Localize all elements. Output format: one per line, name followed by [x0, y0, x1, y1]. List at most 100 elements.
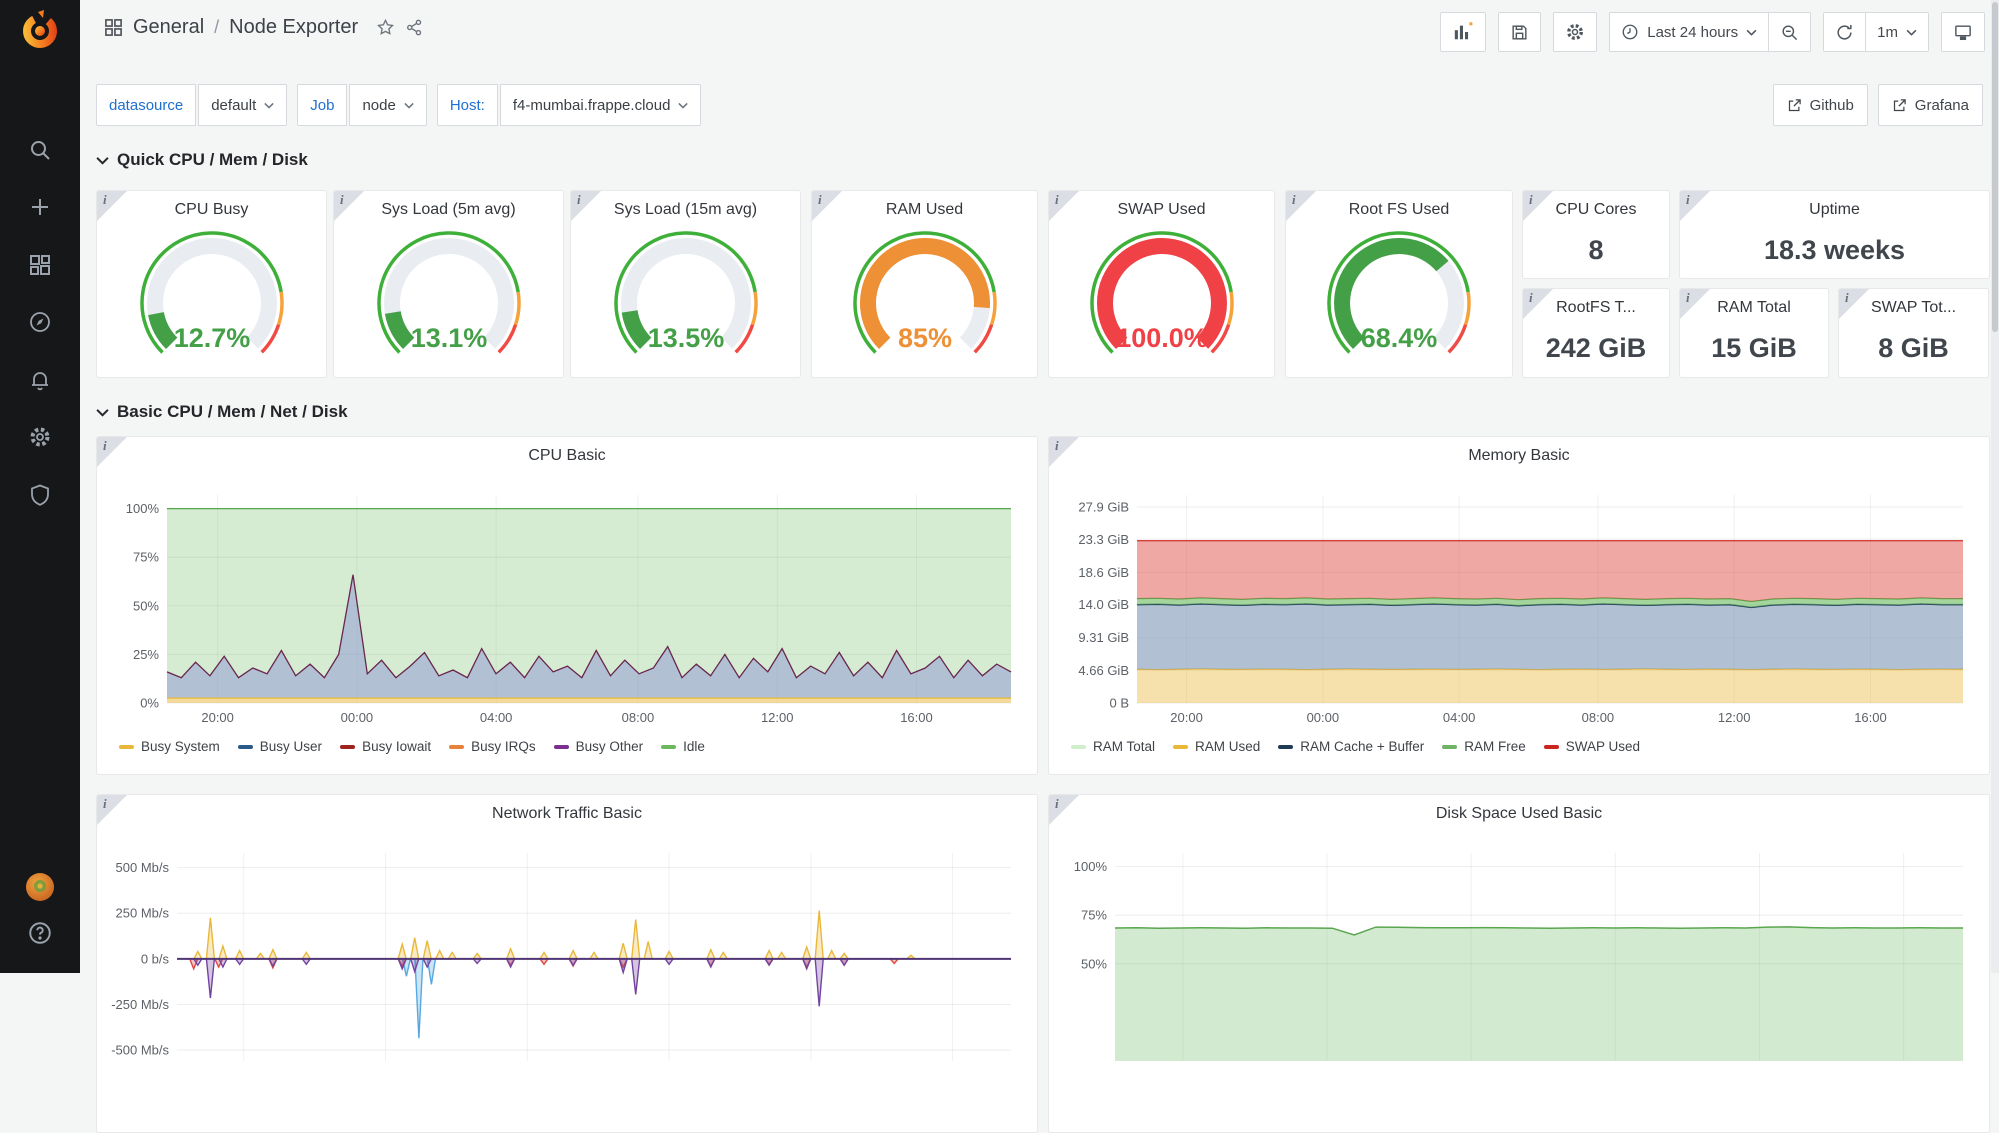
panel-info-icon[interactable]: i	[1839, 289, 1869, 319]
avatar[interactable]	[0, 871, 80, 903]
panel-info-icon[interactable]: i	[97, 795, 127, 825]
dashboard-settings-button[interactable]	[1553, 12, 1597, 52]
panel-info-icon[interactable]: i	[1680, 191, 1710, 221]
svg-text:-500 Mb/s: -500 Mb/s	[111, 1043, 169, 1058]
panel-info-icon[interactable]: i	[1049, 191, 1079, 221]
svg-text:85%: 85%	[897, 323, 951, 353]
legend-item[interactable]: SWAP Used	[1544, 739, 1640, 754]
gauge-box: 13.1%	[334, 223, 563, 377]
gauge[interactable]: 13.5%	[581, 225, 791, 375]
panel-info-icon[interactable]: i	[334, 191, 364, 221]
variable-value-dropdown[interactable]: node	[349, 84, 426, 126]
legend-item[interactable]: Busy Other	[554, 739, 644, 754]
svg-text:100.0%: 100.0%	[1116, 323, 1208, 353]
svg-text:08:00: 08:00	[622, 710, 655, 725]
time-range-picker[interactable]: Last 24 hours	[1609, 12, 1768, 52]
gauge-box: 12.7%	[97, 223, 326, 377]
configuration-icon[interactable]	[0, 415, 80, 459]
panel-title[interactable]: Network Traffic Basic	[97, 795, 1037, 827]
svg-text:75%: 75%	[1081, 908, 1107, 923]
row-header-basic[interactable]: Basic CPU / Mem / Net / Disk	[96, 402, 348, 422]
panel-info-icon[interactable]: i	[571, 191, 601, 221]
add-panel-button[interactable]	[1440, 12, 1486, 52]
star-icon[interactable]	[376, 18, 395, 37]
legend-item[interactable]: Busy IRQs	[449, 739, 536, 754]
link-button-github[interactable]: Github	[1773, 84, 1868, 126]
gauge[interactable]: 85%	[820, 225, 1030, 375]
panel-title[interactable]: Memory Basic	[1049, 437, 1989, 469]
server-admin-icon[interactable]	[0, 473, 80, 517]
external-link-icon	[1892, 98, 1907, 113]
explore-icon[interactable]	[0, 300, 80, 344]
legend-swatch	[1173, 745, 1188, 749]
search-icon[interactable]	[0, 128, 80, 172]
svg-text:25%: 25%	[133, 647, 159, 662]
svg-text:4.66 GiB: 4.66 GiB	[1078, 663, 1129, 678]
variable-value-dropdown[interactable]: default	[198, 84, 287, 126]
chart-plot-area[interactable]: 20:0000:0004:0008:0012:0016:00100%75%50%…	[107, 489, 1027, 731]
panel-info-icon[interactable]: i	[1286, 191, 1316, 221]
panel-info-icon[interactable]: i	[1049, 437, 1079, 467]
dashboards-icon[interactable]	[0, 243, 80, 287]
link-button-grafana[interactable]: Grafana	[1878, 84, 1983, 126]
panel-title[interactable]: Uptime	[1680, 191, 1989, 223]
legend-item[interactable]: RAM Used	[1173, 739, 1260, 754]
scrollbar-thumb[interactable]	[1992, 2, 1998, 332]
gauge[interactable]: 100.0%	[1057, 225, 1267, 375]
save-dashboard-button[interactable]	[1498, 12, 1541, 52]
chart-plot-area[interactable]: 20:0000:0004:0008:0012:0016:0027.9 GiB23…	[1059, 489, 1979, 731]
breadcrumb-dashboard[interactable]: Node Exporter	[229, 16, 358, 39]
svg-text:18.6 GiB: 18.6 GiB	[1078, 565, 1129, 580]
gauge[interactable]: 13.1%	[344, 225, 554, 375]
sidebar	[0, 0, 80, 973]
refresh-interval-picker[interactable]: 1m	[1865, 12, 1929, 52]
variable-value-dropdown[interactable]: f4-mumbai.frappe.cloud	[500, 84, 702, 126]
gauge[interactable]: 68.4%	[1294, 225, 1504, 375]
panel-title[interactable]: Root FS Used	[1286, 191, 1512, 223]
refresh-button[interactable]	[1823, 12, 1865, 52]
share-icon[interactable]	[405, 18, 424, 37]
row-header-quick[interactable]: Quick CPU / Mem / Disk	[96, 150, 308, 170]
zoom-out-button[interactable]	[1768, 12, 1811, 52]
panel-info-icon[interactable]: i	[97, 191, 127, 221]
alerting-icon[interactable]	[0, 358, 80, 402]
panel-info-icon[interactable]: i	[1523, 191, 1553, 221]
panel-gauge-cpu-busy: iCPU Busy 12.7%	[96, 190, 327, 378]
legend-item[interactable]: RAM Total	[1071, 739, 1155, 754]
chart-plot-area[interactable]: 500 Mb/s250 Mb/s0 b/s-250 Mb/s-500 Mb/s	[107, 847, 1027, 1089]
legend-item[interactable]: Busy System	[119, 739, 220, 754]
panel-title[interactable]: Sys Load (15m avg)	[571, 191, 800, 223]
dashboard-grid-icon[interactable]	[104, 18, 123, 37]
panel-title[interactable]: RAM Used	[812, 191, 1037, 223]
legend-item[interactable]: RAM Free	[1442, 739, 1526, 754]
panel-title[interactable]: Disk Space Used Basic	[1049, 795, 1989, 827]
svg-text:100%: 100%	[126, 501, 160, 516]
legend-item[interactable]: Idle	[661, 739, 705, 754]
time-range-label: Last 24 hours	[1647, 24, 1738, 41]
scrollbar-track[interactable]	[1991, 0, 1999, 973]
panel-gauge-sys-load-15m-avg-: iSys Load (15m avg) 13.5%	[570, 190, 801, 378]
legend-item[interactable]: Busy User	[238, 739, 322, 754]
gauge-box: 13.5%	[571, 223, 800, 377]
panel-title[interactable]: CPU Busy	[97, 191, 326, 223]
gauge[interactable]: 12.7%	[107, 225, 317, 375]
panel-info-icon[interactable]: i	[1680, 289, 1710, 319]
panel-title[interactable]: SWAP Used	[1049, 191, 1274, 223]
panel-info-icon[interactable]: i	[812, 191, 842, 221]
breadcrumb-folder[interactable]: General	[133, 16, 204, 39]
panel-title[interactable]: CPU Basic	[97, 437, 1037, 469]
create-icon[interactable]	[0, 185, 80, 229]
svg-text:0 b/s: 0 b/s	[141, 951, 170, 966]
legend-item[interactable]: Busy Iowait	[340, 739, 431, 754]
grafana-logo[interactable]	[18, 8, 62, 52]
tv-mode-button[interactable]	[1941, 12, 1985, 52]
chart-plot-area[interactable]: 100%75%50%	[1059, 847, 1979, 1089]
panel-title[interactable]: Sys Load (5m avg)	[334, 191, 563, 223]
panel-info-icon[interactable]: i	[97, 437, 127, 467]
help-icon[interactable]	[0, 911, 80, 955]
panel-info-icon[interactable]: i	[1523, 289, 1553, 319]
panel-info-icon[interactable]: i	[1049, 795, 1079, 825]
svg-text:9.31 GiB: 9.31 GiB	[1078, 630, 1129, 645]
legend-swatch	[449, 745, 464, 749]
legend-item[interactable]: RAM Cache + Buffer	[1278, 739, 1424, 754]
